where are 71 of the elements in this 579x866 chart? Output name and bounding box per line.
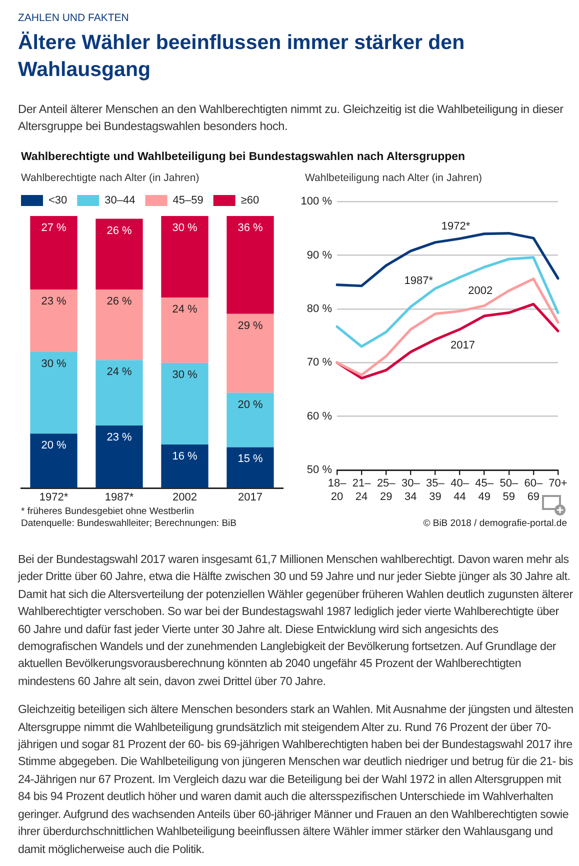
- x-tick-label: 50–59: [500, 478, 519, 503]
- x-tick-label: 25–29: [376, 478, 396, 503]
- bar: [226, 392, 274, 448]
- y-tick-label: 80 %: [306, 302, 332, 315]
- series-label: 1972*: [441, 220, 471, 233]
- y-tick-label: 70 %: [306, 356, 332, 369]
- data-label: 26 %: [106, 295, 132, 308]
- x-tick-label: 1987*: [104, 492, 134, 504]
- data-label: 20 %: [238, 398, 263, 411]
- data-label: 24 %: [106, 366, 132, 378]
- data-label: 29 %: [238, 320, 263, 332]
- x-tick-label: 21–24: [352, 478, 372, 503]
- text: Gleichzeitig beteiligen sich ältere Menschen besonders stark an Wahlen. Mit Ausnahme der jüngsten und ältesten Altersgruppe nimmt die Wahlbeteiligung grundsätzlich mit steigendem Alter zu. Rund 76 Prozent der über 70-jährigen und sogar 81 Prozent der 60- bis 69-jährigen Wahlberechtigten haben bei der Bundestagswahl 2017 ihre Stimme abgegeben. Die Wahlbeteiligung von jüngeren Menschen war deutlich niedriger und betrug für die 21- bis 24-Jährigen nur 67 Prozent. Im Vergleich dazu war die Beteiligung bei der Wahl 1972 in allen Altersgruppen mit 84 bis 94 Prozent deutlich höher und waren damit auch die altersspezifischen Unterschiede im Wahlverhalten geringer. Aufgrund des wachsenden Anteils über 60-jähriger Männer und Frauen an den Wahlberechtigten sowie ihrer überdurchschnittlichen Wahlbeteiligung beeinflussen ältere Wähler immer stärker den Wahlausgang und damit möglicherweise auch die Politik.: [18, 703, 574, 856]
- x-tick-label: 2002: [172, 492, 197, 504]
- data-label: 24 %: [172, 304, 198, 316]
- data-label: 23 %: [106, 431, 132, 444]
- legend-label: <30: [48, 194, 68, 207]
- text: ZAHLEN UND FAKTEN: [18, 12, 130, 25]
- y-tick-label: 60 %: [306, 410, 332, 422]
- text: © BiB 2018 / demografie-portal.de: [423, 518, 567, 530]
- data-label: 20 %: [41, 440, 66, 452]
- y-tick-label: 90 %: [306, 249, 332, 262]
- data-label: 15 %: [238, 453, 263, 466]
- x-tick-label: 45–49: [475, 478, 494, 503]
- bar: [226, 447, 274, 488]
- chart-subtitle: Wahlberechtigte nach Alter (in Jahren): [21, 172, 200, 184]
- bar: [226, 314, 274, 393]
- chart-title: Wahlberechtigte und Wahlbeteiligung bei Bundestagswahlen nach Altersgruppen: [21, 151, 466, 164]
- series-label: 2002: [468, 284, 493, 297]
- bar: [226, 216, 274, 314]
- data-label: 16 %: [172, 450, 198, 463]
- y-tick-label: 50 %: [306, 464, 332, 476]
- data-label: 26 %: [106, 224, 132, 237]
- text: Ältere Wähler beeinflussen immer stärker den Wahlausgang: [18, 30, 466, 83]
- series-label: 2017: [450, 339, 476, 352]
- x-tick-label: 2017: [238, 492, 262, 504]
- data-label: 27 %: [41, 222, 66, 234]
- data-label: 30 %: [41, 358, 66, 370]
- bar: [30, 216, 78, 290]
- bar: [96, 360, 143, 426]
- legend-label: 30–44: [104, 194, 136, 207]
- data-label: 30 %: [172, 368, 198, 381]
- bar: [161, 216, 208, 298]
- x-tick-label: 70+: [548, 478, 568, 490]
- text: * früheres Bundesgebiet ohne Westberlin: [21, 506, 196, 518]
- text: Der Anteil älterer Menschen an den Wahlberechtigten nimmt zu. Gleichzeitig ist die Wahlbeteiligung in dieser Altersgruppe bei Bundestagswahlen besonders hoch.: [18, 101, 564, 134]
- series-label: 1987*: [404, 274, 434, 287]
- x-tick-label: 60–69: [524, 478, 544, 503]
- x-tick-label: 30–34: [401, 478, 421, 503]
- bar: [161, 298, 208, 363]
- bar: [161, 444, 208, 488]
- legend-label: 45–59: [172, 194, 204, 207]
- x-tick-label: 35–39: [426, 478, 446, 503]
- bar: [30, 434, 78, 488]
- y-tick-label: 100 %: [300, 196, 332, 208]
- bar: [161, 362, 208, 444]
- x-tick-label: 40–44: [450, 478, 470, 503]
- x-tick-label: 1972*: [39, 492, 69, 504]
- bar: [96, 425, 143, 488]
- text: Bei der Bundestagswahl 2017 waren insgesamt 61,7 Millionen Menschen wahlberechtigt. Davon waren mehr als jeder Dritte über 60 Jahre, etwa die Hälfte zwischen 30 und 59 Jahre und nur jeder Siebte jünger als 30 Jahre alt. Damit hat sich die Altersverteilung der potenziellen Wähler gegenüber früheren Wahlen deutlich zugunsten älterer Wahlberechtigter verschoben. So war bei der Bundestagswahl 1987 lediglich jeder vierte Wahlberechtigte über 60 Jahre und dafür fast jeder Vierte unter 30 Jahre alt. Diese Entwicklung wird sich angesichts des demografischen Wandels und der zunehmenden Langlebigkeit der Bevölkerung fortsetzen. Auf Grundlage der aktuellen Bevölkerungsvorausberechnung könnten ab 2040 ungefähr 45 Prozent der Wahlberechtigten mindestens 60 Jahre alt sein, davon zwei Drittel über 70 Jahre.: [18, 552, 574, 690]
- text: Datenquelle: Bundeswahlleiter; Berechnungen: BiB: [21, 518, 236, 530]
- data-label: 23 %: [41, 295, 66, 308]
- bar: [96, 218, 143, 290]
- bar: [96, 289, 143, 360]
- bar: [30, 352, 78, 434]
- chart-title: Wahlbeteiligung nach Alter (in Jahren): [305, 172, 482, 184]
- data-label: 36 %: [238, 222, 263, 234]
- x-tick-label: 18–20: [328, 478, 348, 503]
- data-label: 30 %: [172, 222, 198, 234]
- legend-label: ≥60: [240, 194, 260, 207]
- bar: [30, 289, 78, 352]
